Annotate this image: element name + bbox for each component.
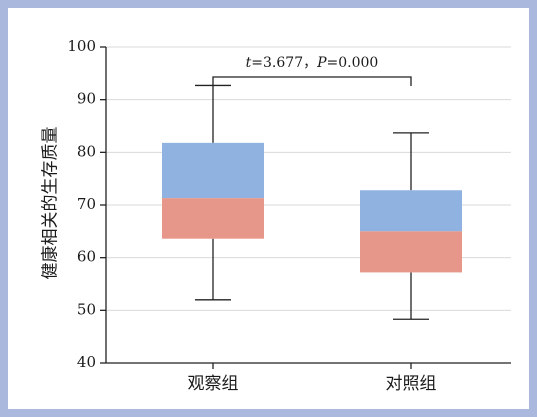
y-tick-label-70: 70 — [77, 195, 96, 213]
y-tick-label-50: 50 — [77, 300, 96, 318]
stat1-name: t — [246, 55, 252, 71]
stat2-name: P — [316, 55, 327, 71]
box-lower-2 — [360, 231, 462, 273]
stat2-value: =0.000 — [327, 55, 379, 71]
box-lower-1 — [162, 198, 264, 239]
y-axis-label: 健康相关的生存质量 — [41, 127, 61, 280]
x-category-label-1: 观察组 — [188, 374, 239, 394]
significance-annotation: t=3.677，P=0.000 — [212, 55, 412, 86]
y-tick-label-40: 40 — [77, 353, 96, 371]
y-tick-label-90: 90 — [77, 90, 96, 108]
stat1-value: =3.677， — [251, 55, 317, 71]
box-upper-2 — [360, 190, 462, 232]
y-tick-label-60: 60 — [77, 248, 96, 266]
y-tick-label-100: 100 — [67, 37, 96, 55]
box-layer — [162, 84, 462, 320]
y-tick-label-80: 80 — [77, 142, 96, 160]
significance-bracket — [212, 76, 412, 86]
axis-layer: 40 50 60 70 80 90 100 观察组 对照组 — [67, 37, 511, 394]
box-upper-1 — [162, 142, 264, 199]
significance-text: t=3.677，P=0.000 — [246, 55, 379, 71]
x-category-label-2: 对照组 — [386, 374, 437, 394]
